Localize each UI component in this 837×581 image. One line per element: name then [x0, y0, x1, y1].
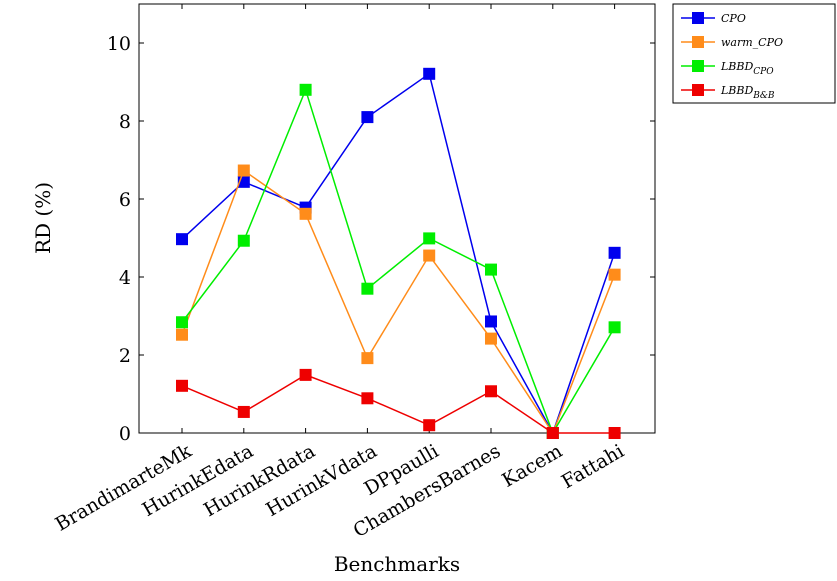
data-point: [608, 427, 621, 439]
data-point: [237, 405, 250, 418]
plot-area: [138, 3, 656, 434]
legend-entry-3: LBBDB&B: [681, 84, 775, 101]
x-tick-label: Kacem: [498, 440, 566, 492]
series-line: [181, 72, 616, 435]
series-3: [176, 368, 621, 439]
series-line: [181, 374, 615, 434]
series-line: [181, 87, 616, 435]
data-point: [361, 282, 374, 295]
data-point: [299, 368, 312, 381]
data-point: [176, 379, 188, 392]
y-axis: 0 2 4 6 8 10: [107, 33, 655, 445]
data-point: [361, 352, 374, 365]
data-point: [176, 328, 188, 341]
legend-label-main: CPO: [721, 12, 746, 25]
data-point: [299, 83, 312, 96]
data-point: [423, 419, 436, 432]
y-tick-label: 4: [119, 267, 131, 289]
series-line: [181, 169, 616, 435]
y-tick-label: 0: [119, 423, 131, 445]
series-2: [176, 83, 621, 439]
y-tick-label: 2: [119, 345, 131, 367]
y-tick-label: 10: [107, 33, 131, 55]
legend-entry-2: LBBDCPO: [681, 60, 774, 77]
legend-label: warm_CPO: [721, 36, 783, 49]
legend-entry-0: CPO: [681, 12, 746, 25]
legend-label-subscript: B&B: [752, 91, 775, 101]
data-point: [485, 385, 497, 398]
data-point: [485, 315, 497, 328]
y-tick-label: 8: [119, 111, 131, 133]
legend-label-main: warm_CPO: [721, 36, 783, 49]
legend-label-subscript: CPO: [753, 67, 774, 77]
legend-marker: [692, 12, 704, 24]
data-point: [176, 316, 188, 329]
legend-label-main: LBBD: [720, 84, 753, 97]
legend-label: LBBDB&B: [720, 84, 775, 101]
legend-entry-1: warm_CPO: [681, 36, 783, 49]
data-point: [608, 321, 621, 334]
data-point: [176, 233, 188, 246]
data-point: [237, 234, 250, 247]
x-tick-label: Fattahi: [558, 440, 628, 493]
legend-label-main: LBBD: [720, 60, 753, 73]
data-point: [608, 268, 621, 281]
data-point: [423, 67, 436, 80]
y-axis-title: RD (%): [31, 182, 55, 254]
data-point: [423, 232, 436, 245]
data-point: [485, 332, 497, 345]
data-point: [299, 207, 312, 220]
series-0: [176, 67, 621, 439]
series-1: [176, 164, 621, 439]
data-point: [237, 164, 250, 177]
data-point: [608, 246, 621, 259]
data-point: [485, 263, 497, 276]
legend-marker: [692, 84, 704, 96]
data-point: [423, 249, 436, 262]
data-point: [361, 111, 374, 124]
legend-label: LBBDCPO: [720, 60, 774, 77]
x-axis-title: Benchmarks: [334, 552, 460, 576]
x-axis: BrandimarteMkHurinkEdataHurinkRdataHurin…: [52, 4, 628, 542]
series-layer: [176, 67, 621, 439]
data-point: [361, 392, 374, 405]
plot-frame: [138, 3, 656, 434]
y-tick-label: 6: [119, 189, 131, 211]
legend-label: CPO: [721, 12, 746, 25]
data-point: [546, 427, 559, 439]
legend-marker: [692, 60, 704, 72]
legend-marker: [692, 36, 704, 48]
